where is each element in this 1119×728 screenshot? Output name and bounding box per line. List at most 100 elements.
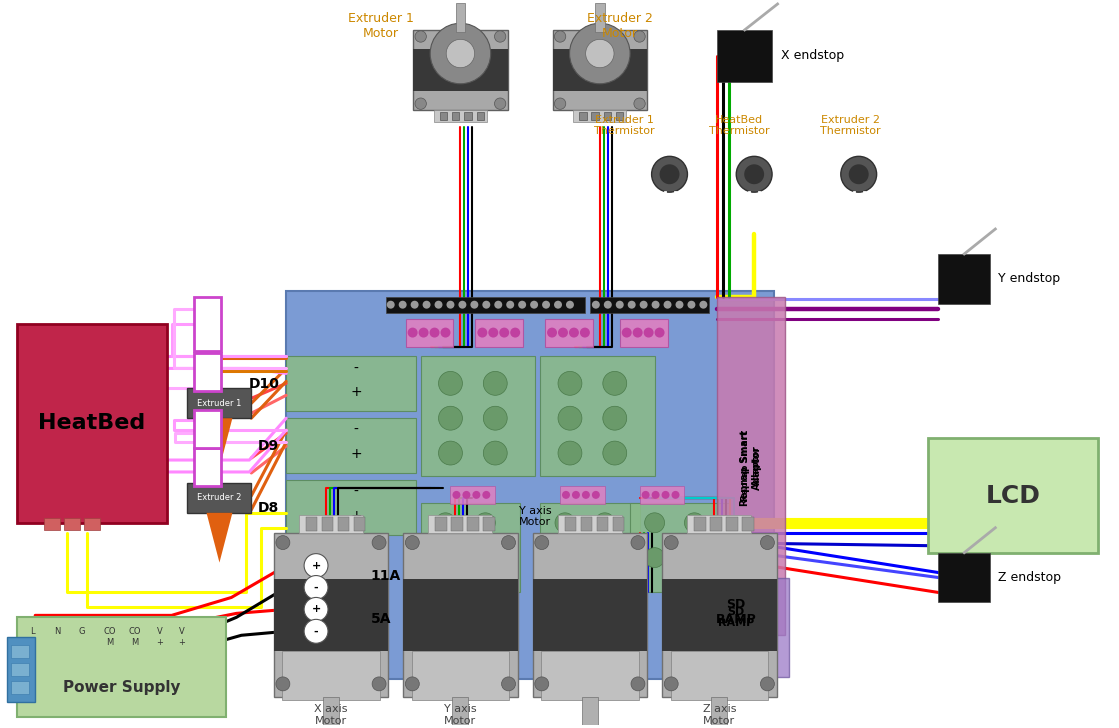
- Circle shape: [535, 536, 548, 550]
- Circle shape: [671, 491, 679, 499]
- FancyBboxPatch shape: [712, 697, 727, 728]
- Circle shape: [685, 513, 704, 533]
- FancyBboxPatch shape: [670, 651, 768, 700]
- Text: Extruder 1
Motor: Extruder 1 Motor: [348, 12, 414, 40]
- Text: SD
RAMP: SD RAMP: [718, 606, 754, 628]
- Circle shape: [659, 165, 679, 184]
- Text: HeatBed: HeatBed: [38, 414, 145, 433]
- FancyBboxPatch shape: [8, 637, 35, 702]
- Circle shape: [726, 609, 734, 617]
- Text: -: -: [354, 361, 358, 376]
- FancyBboxPatch shape: [742, 517, 754, 531]
- Circle shape: [542, 301, 551, 309]
- FancyBboxPatch shape: [286, 357, 415, 411]
- Circle shape: [304, 576, 328, 599]
- Circle shape: [446, 301, 454, 309]
- Circle shape: [739, 598, 746, 606]
- Circle shape: [419, 328, 429, 338]
- FancyBboxPatch shape: [640, 486, 685, 504]
- Circle shape: [483, 441, 507, 465]
- Text: Extruder 1: Extruder 1: [197, 399, 242, 408]
- Circle shape: [726, 621, 734, 629]
- Circle shape: [304, 620, 328, 644]
- Circle shape: [276, 677, 290, 691]
- FancyBboxPatch shape: [338, 517, 349, 531]
- Circle shape: [411, 301, 419, 309]
- Text: L: L: [30, 628, 35, 636]
- FancyBboxPatch shape: [194, 448, 222, 486]
- Text: LCD: LCD: [986, 484, 1041, 508]
- FancyBboxPatch shape: [468, 517, 479, 531]
- Circle shape: [665, 677, 678, 691]
- FancyBboxPatch shape: [717, 30, 772, 82]
- Circle shape: [482, 491, 490, 499]
- Text: G: G: [78, 628, 85, 636]
- FancyBboxPatch shape: [591, 112, 599, 119]
- FancyBboxPatch shape: [305, 517, 317, 531]
- Circle shape: [703, 621, 711, 629]
- FancyBboxPatch shape: [187, 483, 252, 513]
- FancyBboxPatch shape: [421, 357, 535, 476]
- FancyBboxPatch shape: [194, 411, 222, 448]
- Circle shape: [761, 677, 774, 691]
- Circle shape: [555, 547, 575, 568]
- Circle shape: [415, 98, 426, 109]
- FancyBboxPatch shape: [45, 518, 60, 530]
- Circle shape: [643, 328, 653, 338]
- FancyBboxPatch shape: [596, 517, 609, 531]
- Circle shape: [459, 301, 467, 309]
- Circle shape: [304, 598, 328, 621]
- FancyBboxPatch shape: [403, 533, 518, 697]
- Circle shape: [641, 491, 650, 499]
- Circle shape: [849, 165, 868, 184]
- Circle shape: [676, 301, 684, 309]
- Circle shape: [558, 328, 568, 338]
- FancyBboxPatch shape: [929, 438, 1098, 553]
- Circle shape: [661, 491, 669, 499]
- FancyBboxPatch shape: [194, 354, 222, 392]
- Circle shape: [441, 328, 451, 338]
- Circle shape: [664, 301, 671, 309]
- Circle shape: [714, 609, 722, 617]
- Circle shape: [499, 328, 509, 338]
- Text: +: +: [350, 385, 361, 400]
- Circle shape: [558, 406, 582, 430]
- Text: Y axis
Motor: Y axis Motor: [444, 704, 477, 726]
- FancyBboxPatch shape: [354, 517, 365, 531]
- Circle shape: [703, 598, 711, 606]
- Circle shape: [651, 491, 659, 499]
- Circle shape: [439, 441, 462, 465]
- FancyBboxPatch shape: [386, 297, 585, 312]
- Circle shape: [373, 536, 386, 550]
- Circle shape: [631, 536, 645, 550]
- Text: D10: D10: [248, 377, 280, 392]
- Circle shape: [415, 31, 426, 42]
- Circle shape: [580, 328, 590, 338]
- FancyBboxPatch shape: [582, 697, 598, 728]
- Circle shape: [685, 547, 704, 568]
- Text: V
+: V +: [178, 628, 185, 646]
- FancyBboxPatch shape: [451, 486, 496, 504]
- FancyBboxPatch shape: [17, 324, 167, 523]
- FancyBboxPatch shape: [630, 503, 730, 593]
- FancyBboxPatch shape: [711, 517, 722, 531]
- FancyBboxPatch shape: [613, 517, 624, 531]
- Circle shape: [495, 31, 506, 42]
- Circle shape: [651, 301, 659, 309]
- Circle shape: [633, 31, 646, 42]
- Circle shape: [840, 157, 876, 192]
- Circle shape: [739, 621, 746, 629]
- Polygon shape: [207, 513, 233, 563]
- FancyBboxPatch shape: [440, 112, 448, 119]
- Circle shape: [603, 441, 627, 465]
- FancyBboxPatch shape: [194, 297, 222, 352]
- Text: Z axis
Motor: Z axis Motor: [703, 704, 736, 726]
- Circle shape: [645, 513, 665, 533]
- Text: Extruder 2
Motor: Extruder 2 Motor: [586, 12, 652, 40]
- Text: -: -: [313, 626, 318, 636]
- Circle shape: [595, 513, 614, 533]
- FancyBboxPatch shape: [477, 112, 485, 119]
- FancyBboxPatch shape: [545, 319, 593, 347]
- Circle shape: [736, 157, 772, 192]
- FancyBboxPatch shape: [413, 49, 508, 91]
